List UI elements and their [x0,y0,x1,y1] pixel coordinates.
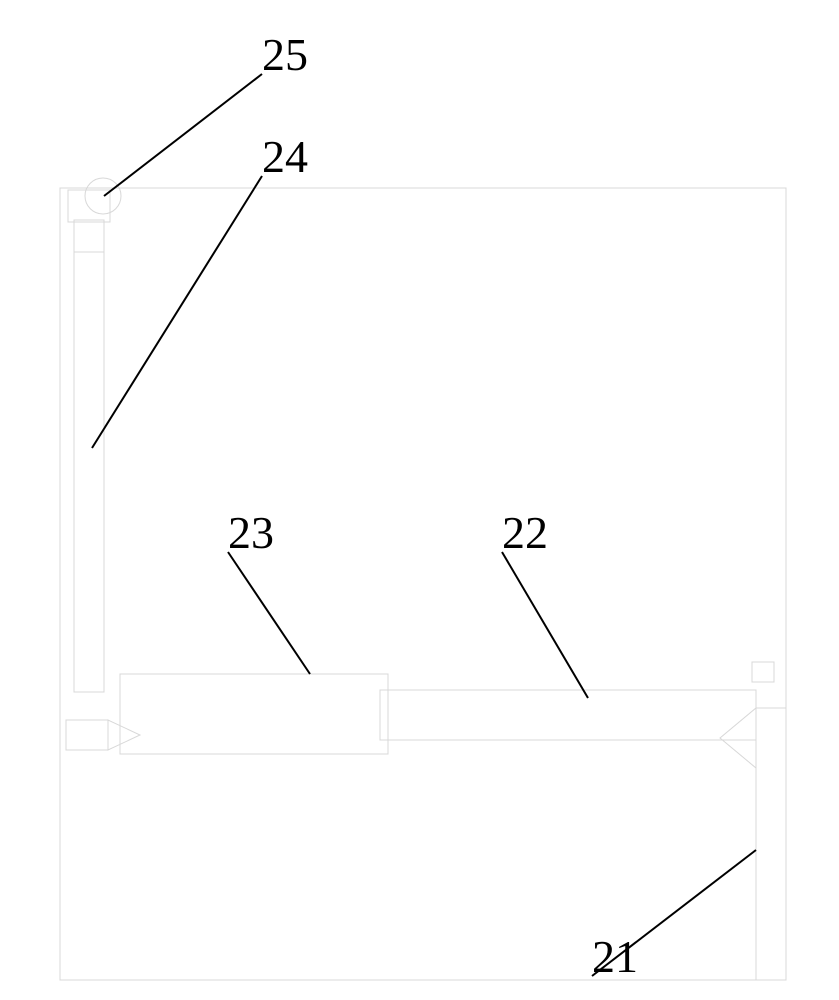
callout-label: 25 [262,28,308,81]
diagram-svg [0,0,839,1000]
callout-label: 24 [262,130,308,183]
diagram-canvas: 25 24 23 22 21 [0,0,839,1000]
callout-label: 21 [592,930,638,983]
callout-label: 22 [502,506,548,559]
callout-label: 23 [228,506,274,559]
